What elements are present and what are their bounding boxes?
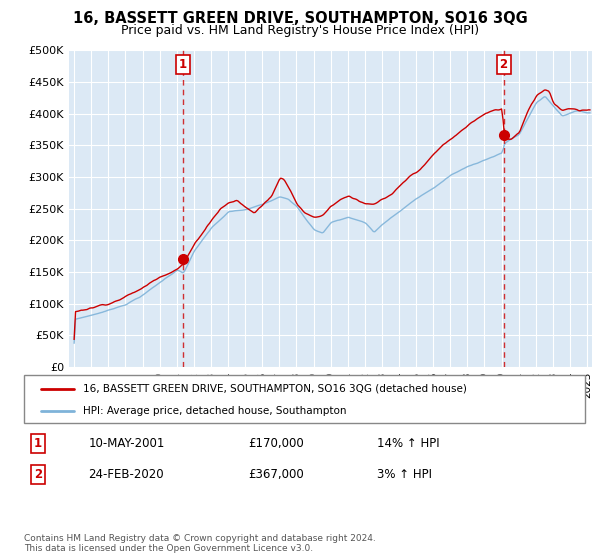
Text: 14% ↑ HPI: 14% ↑ HPI (377, 437, 440, 450)
Text: 1: 1 (34, 437, 42, 450)
Text: £170,000: £170,000 (248, 437, 304, 450)
Text: Contains HM Land Registry data © Crown copyright and database right 2024.
This d: Contains HM Land Registry data © Crown c… (24, 534, 376, 553)
Text: 24-FEB-2020: 24-FEB-2020 (89, 468, 164, 481)
Text: 10-MAY-2001: 10-MAY-2001 (89, 437, 165, 450)
Text: 2: 2 (34, 468, 42, 481)
Text: 16, BASSETT GREEN DRIVE, SOUTHAMPTON, SO16 3QG: 16, BASSETT GREEN DRIVE, SOUTHAMPTON, SO… (73, 11, 527, 26)
Text: HPI: Average price, detached house, Southampton: HPI: Average price, detached house, Sout… (83, 406, 346, 416)
Text: 2: 2 (500, 58, 508, 71)
Text: 16, BASSETT GREEN DRIVE, SOUTHAMPTON, SO16 3QG (detached house): 16, BASSETT GREEN DRIVE, SOUTHAMPTON, SO… (83, 384, 467, 394)
Text: Price paid vs. HM Land Registry's House Price Index (HPI): Price paid vs. HM Land Registry's House … (121, 24, 479, 36)
Text: 1: 1 (179, 58, 187, 71)
Text: £367,000: £367,000 (248, 468, 304, 481)
Text: 3% ↑ HPI: 3% ↑ HPI (377, 468, 433, 481)
